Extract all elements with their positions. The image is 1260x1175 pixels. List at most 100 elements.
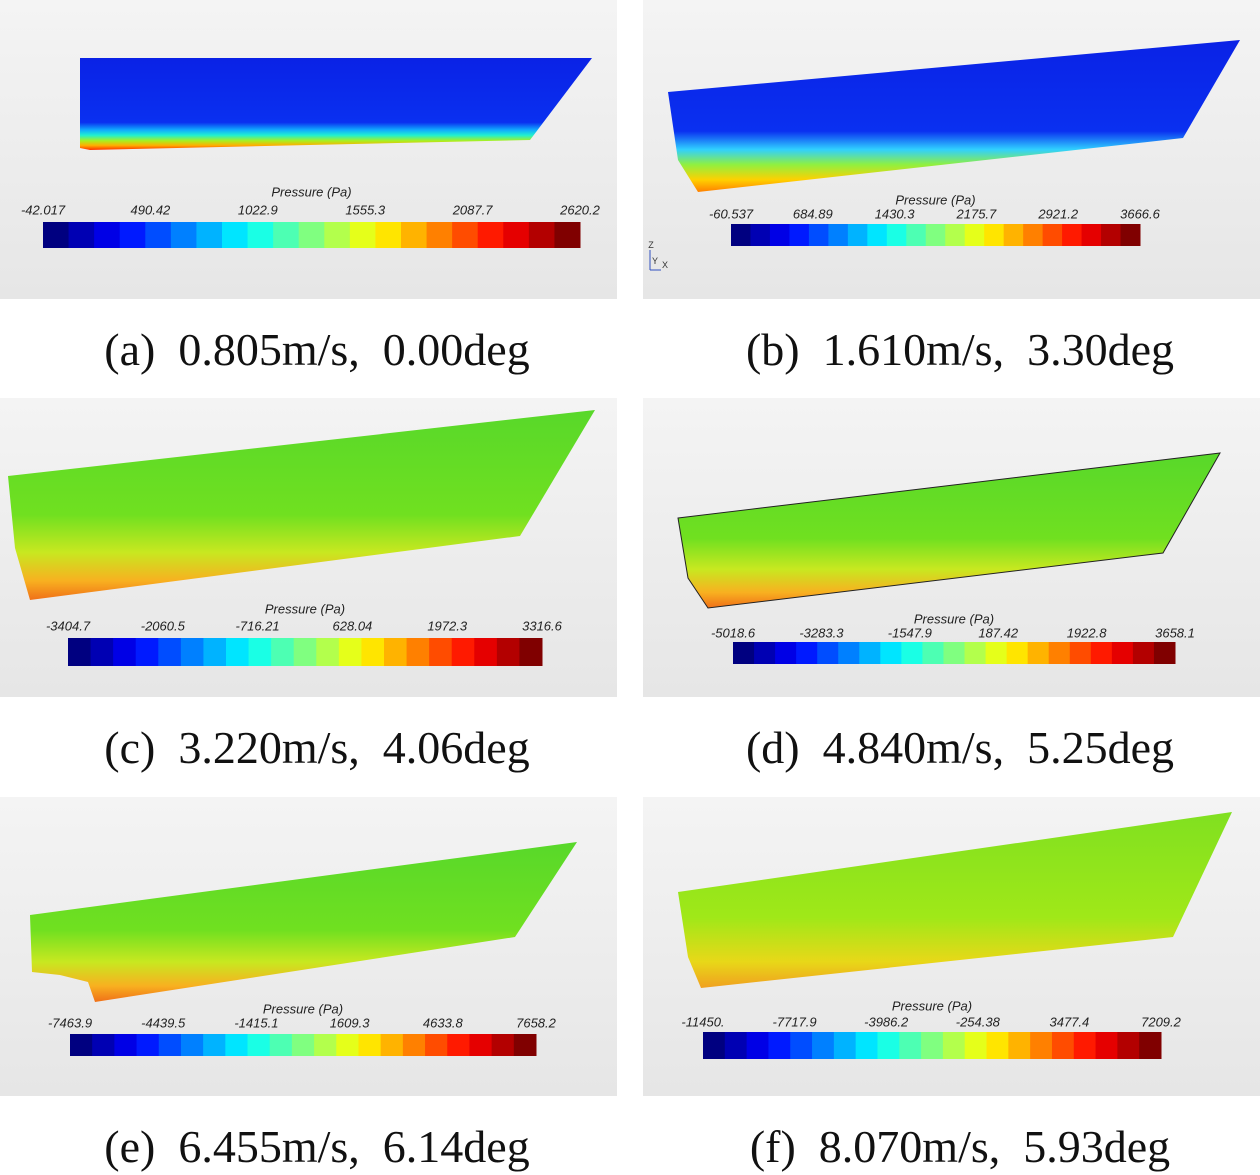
colorbar-segment — [964, 642, 987, 664]
colorbar-segment — [769, 224, 790, 246]
colorbar-segment — [1095, 1032, 1118, 1059]
colorbar-segment — [817, 642, 839, 664]
colorbar-segment — [790, 1032, 813, 1059]
colorbar-segment — [513, 1034, 537, 1056]
panel: Pressure (Pa) -7463.9 -4439.5 -1415.1 1609.3… — [0, 797, 617, 1096]
colorbar-segment — [1042, 224, 1063, 246]
colorbar-segment — [158, 638, 182, 666]
colorbar-segment — [922, 642, 944, 664]
colorbar-segment — [291, 1034, 315, 1056]
colorbar-segment — [496, 638, 520, 666]
panel: Pressure (Pa) -3404.7 -2060.5 -716.21 628.04… — [0, 398, 617, 697]
colorbar-segment — [733, 642, 755, 664]
colorbar-segment — [316, 638, 340, 666]
colorbar-segment — [1153, 642, 1176, 664]
colorbar-tick-label: -1547.9 — [888, 625, 932, 640]
panel-caption: (d) 4.840m/s, 5.25deg — [746, 722, 1174, 773]
colorbar-segment — [474, 638, 498, 666]
colorbar-segment — [447, 1034, 470, 1056]
colorbar-segment — [1101, 224, 1122, 246]
colorbar-segment — [247, 1034, 271, 1056]
colorbar-tick-label: 684.89 — [793, 206, 833, 221]
colorbar-segment — [1048, 642, 1071, 664]
panel: Pressure (Pa) -5018.6 -3283.3 -1547.9 187.42… — [643, 398, 1260, 697]
colorbar-segment — [68, 638, 92, 666]
colorbar-segment — [906, 224, 927, 246]
hull — [8, 410, 595, 600]
colorbar-segment — [135, 638, 159, 666]
colorbar-segment — [847, 224, 868, 246]
colorbar-segment — [452, 222, 479, 248]
colorbar-tick-label: 1922.8 — [1067, 625, 1108, 640]
colorbar-segment — [796, 642, 818, 664]
colorbar-segment — [273, 222, 300, 248]
hull — [678, 812, 1232, 988]
colorbar-tick-label: 628.04 — [333, 618, 373, 633]
colorbar-tick-label: -5018.6 — [711, 625, 756, 640]
colorbar-segment — [1081, 224, 1102, 246]
colorbar-segment — [1030, 1032, 1053, 1059]
colorbar-segment — [503, 222, 530, 248]
colorbar-segment — [113, 638, 137, 666]
colorbar-segment — [754, 642, 776, 664]
colorbar-segment — [380, 1034, 404, 1056]
legend-title: Pressure (Pa) — [892, 998, 972, 1013]
colorbar-segment — [203, 1034, 226, 1056]
colorbar-segment — [170, 222, 197, 248]
legend-title: Pressure (Pa) — [265, 601, 345, 616]
legend-title: Pressure (Pa) — [271, 184, 351, 199]
colorbar-tick-label: 3658.1 — [1155, 625, 1195, 640]
colorbar-segment — [964, 224, 985, 246]
colorbar-segment — [358, 1034, 382, 1056]
colorbar-segment — [314, 1034, 337, 1056]
colorbar-tick-label: 2620.2 — [559, 202, 601, 217]
axis-label: Z — [648, 240, 654, 250]
colorbar-segment — [867, 224, 888, 246]
hull — [80, 58, 592, 150]
colorbar-segment — [293, 638, 317, 666]
hull — [668, 40, 1240, 192]
legend-title: Pressure (Pa) — [263, 1001, 343, 1016]
colorbar-segment — [338, 638, 362, 666]
colorbar-segment — [406, 638, 430, 666]
colorbar-segment — [196, 222, 223, 248]
colorbar-segment — [812, 1032, 835, 1059]
colorbar-tick-label: -1415.1 — [234, 1015, 278, 1030]
colorbar-segment — [1006, 642, 1029, 664]
colorbar-segment — [808, 224, 829, 246]
colorbar-tick-label: 2087.7 — [452, 202, 494, 217]
legend-title: Pressure (Pa) — [914, 611, 994, 626]
colorbar-segment — [491, 1034, 515, 1056]
colorbar-tick-label: 3477.4 — [1050, 1014, 1090, 1029]
hull — [677, 452, 1221, 609]
colorbar-segment — [1139, 1032, 1162, 1059]
colorbar-segment — [1073, 1032, 1097, 1059]
colorbar-segment — [384, 638, 408, 666]
colorbar-segment — [247, 222, 274, 248]
colorbar-segment — [203, 638, 227, 666]
colorbar-tick-label: -3986.2 — [864, 1014, 909, 1029]
colorbar-tick-label: 1609.3 — [330, 1015, 371, 1030]
colorbar-tick-label: -2060.5 — [141, 618, 186, 633]
colorbar-tick-label: -4439.5 — [141, 1015, 186, 1030]
panel: Pressure (Pa) -42.017 490.42 1022.9 1555.3 20… — [0, 0, 617, 299]
colorbar-segment — [271, 638, 295, 666]
axis-label: Y — [652, 256, 658, 266]
colorbar-segment — [145, 222, 172, 248]
legend-title: Pressure (Pa) — [895, 192, 975, 207]
colorbar-tick-label: 1972.3 — [427, 618, 468, 633]
panel-caption: (a) 0.805m/s, 0.00deg — [104, 324, 529, 375]
colorbar-segment — [226, 638, 250, 666]
colorbar-segment — [180, 638, 204, 666]
colorbar-segment — [945, 224, 966, 246]
colorbar-segment — [1111, 642, 1134, 664]
colorbar-segment — [838, 642, 860, 664]
colorbar-segment — [1132, 642, 1155, 664]
colorbar-tick-label: 1555.3 — [345, 202, 386, 217]
colorbar-segment — [477, 222, 504, 248]
colorbar-segment — [1090, 642, 1113, 664]
colorbar-tick-label: 490.42 — [131, 202, 172, 217]
colorbar-segment — [94, 222, 121, 248]
colorbar-segment — [298, 222, 325, 248]
colorbar-segment — [724, 1032, 748, 1059]
